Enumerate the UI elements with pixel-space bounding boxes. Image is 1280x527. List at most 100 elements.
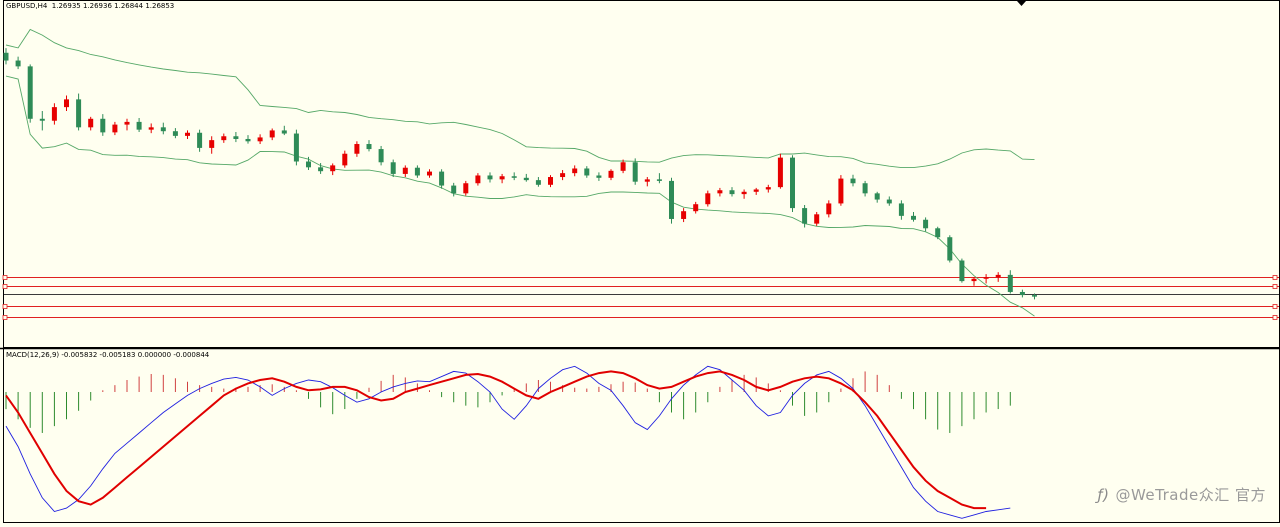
candle-body: [27, 66, 33, 119]
candle-body: [705, 193, 711, 205]
level-anchor-right: [1272, 304, 1278, 309]
level-anchor-right: [1272, 275, 1278, 280]
candle-body: [741, 191, 747, 195]
candle-body: [620, 162, 626, 171]
candle-body: [826, 203, 832, 215]
candle-body: [354, 144, 360, 154]
candle-body: [51, 107, 57, 121]
price-pane: [2, 0, 1280, 348]
level-anchor-left: [2, 284, 8, 289]
candle-body: [814, 214, 820, 224]
candle-body: [923, 219, 929, 229]
candle-body: [366, 144, 372, 150]
macd-signal-line: [5, 370, 987, 510]
candle-body: [306, 161, 311, 168]
candle-body: [499, 176, 505, 180]
candle-body: [596, 175, 602, 178]
candle-body: [669, 180, 674, 219]
watermark: ƒ) @WeTrade众汇 官方: [1097, 484, 1266, 505]
candle-body: [1007, 274, 1013, 292]
candle-body: [64, 99, 69, 108]
candle-body: [88, 118, 94, 128]
candle-body: [656, 179, 662, 181]
candle-body: [886, 199, 892, 204]
candle-body: [209, 140, 215, 148]
candle-body: [185, 132, 190, 136]
macd-pane-border: [3, 348, 1280, 523]
candle-body: [112, 124, 118, 133]
candle-body: [15, 60, 21, 67]
price-pane-border: [3, 0, 1280, 348]
bollinger-upper-band: [5, 28, 1035, 169]
candle-body: [475, 175, 481, 184]
candle-body: [390, 162, 396, 174]
candle-body: [753, 189, 759, 192]
candle-body: [947, 237, 953, 261]
candle-body: [487, 175, 493, 180]
bollinger-lower-band: [5, 75, 1035, 317]
level-anchor-right: [1272, 284, 1278, 289]
level-anchor-left: [2, 304, 8, 309]
price-pane-title: GBPUSD,H4 1.26935 1.26936 1.26844 1.2685…: [6, 2, 175, 10]
candle-body: [874, 193, 880, 200]
macd-pane: [3, 348, 1280, 523]
candle-body: [402, 167, 408, 174]
candle-body: [221, 136, 227, 141]
candle-body: [160, 127, 166, 132]
candle-body: [269, 130, 275, 138]
candle-body: [850, 178, 856, 184]
candle-body: [318, 167, 324, 172]
candle-body: [560, 173, 566, 178]
candle-body: [535, 180, 541, 185]
level-anchor-left: [2, 275, 8, 280]
macd-pane-title: MACD(12,26,9) -0.005832 -0.005183 0.0000…: [6, 351, 210, 359]
candle-body: [76, 99, 82, 128]
candle-body: [790, 157, 795, 209]
candle-body: [523, 177, 529, 181]
candle-body: [148, 127, 154, 130]
candle-body: [100, 118, 106, 133]
candle-body: [935, 228, 941, 238]
candle-body: [995, 274, 1001, 278]
level-anchor-left: [2, 315, 8, 320]
candle-body: [427, 171, 432, 176]
candle-body: [983, 277, 989, 279]
candle-body: [293, 133, 299, 162]
candle-body: [463, 183, 469, 194]
candle-body: [911, 215, 916, 220]
candle-body: [838, 178, 844, 204]
candle-body: [693, 204, 699, 212]
candle-body: [548, 177, 553, 185]
candle-body: [414, 167, 420, 176]
candle-body: [136, 121, 142, 130]
candle-body: [172, 131, 178, 136]
candle-body: [717, 190, 723, 194]
candle-body: [584, 168, 590, 176]
candle-body: [1032, 295, 1037, 297]
candle-body: [439, 171, 445, 186]
watermark-text: @WeTrade众汇 官方: [1115, 486, 1266, 504]
candle-body: [608, 170, 614, 178]
level-anchor-right: [1272, 315, 1278, 320]
candle-body: [511, 176, 517, 178]
candle-body: [281, 130, 287, 134]
candle-body: [971, 278, 977, 282]
candle-body: [3, 52, 9, 61]
candle-body: [765, 187, 771, 190]
candle-body: [257, 137, 263, 142]
candle-body: [233, 136, 239, 139]
wetrade-logo-icon: ƒ): [1097, 486, 1110, 504]
candle-body: [330, 165, 336, 172]
candle-body: [681, 211, 687, 219]
candle-body: [802, 208, 808, 224]
candle-body: [862, 183, 868, 194]
shift-marker-icon: [1017, 1, 1026, 6]
macd-main-line: [5, 365, 1011, 519]
candle-body: [451, 185, 457, 194]
candle-body: [959, 260, 965, 282]
candle-body: [245, 138, 251, 142]
candle-body: [1019, 291, 1025, 296]
candle-body: [898, 203, 904, 216]
